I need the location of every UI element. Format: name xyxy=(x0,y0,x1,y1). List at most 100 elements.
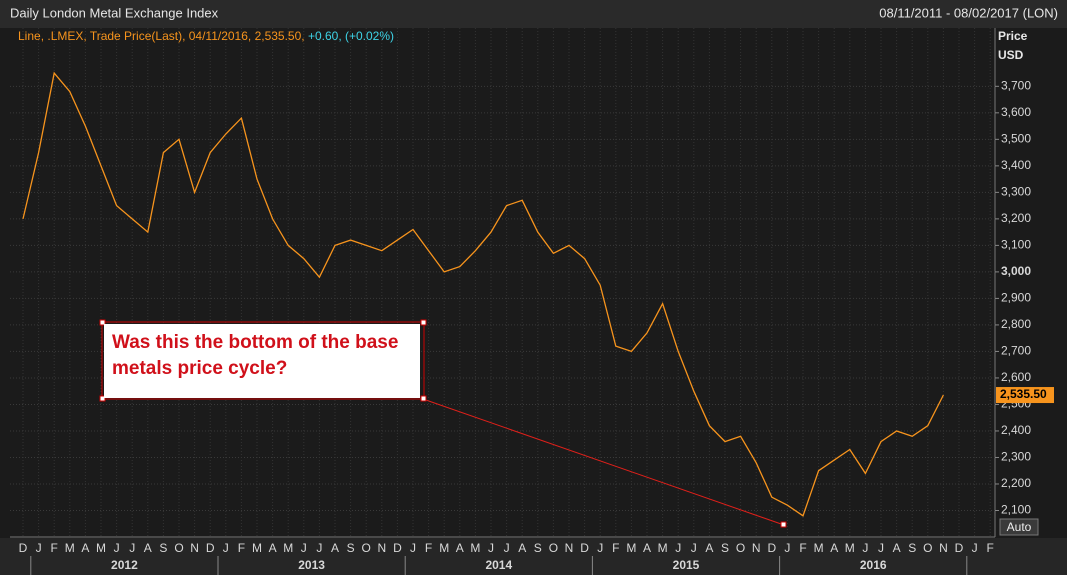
handle xyxy=(99,395,106,402)
x-tick-label: J xyxy=(691,541,697,555)
x-tick-label: J xyxy=(972,541,978,555)
year-label: 2015 xyxy=(673,558,700,572)
y-tick-label: 2,800 xyxy=(1001,317,1031,331)
x-tick-label: O xyxy=(362,541,371,555)
x-tick-label: O xyxy=(549,541,558,555)
last-price-label: 2,535.50 xyxy=(1000,387,1047,401)
x-tick-label: M xyxy=(845,541,855,555)
year-label: 2013 xyxy=(298,558,325,572)
x-tick-label: N xyxy=(565,541,574,555)
x-tick-label: M xyxy=(814,541,824,555)
y-tick-label: 3,100 xyxy=(1001,238,1031,252)
x-tick-label: D xyxy=(580,541,589,555)
x-tick-label: J xyxy=(36,541,42,555)
y-tick-label: 2,300 xyxy=(1001,450,1031,464)
x-tick-label: A xyxy=(830,541,838,555)
x-tick-label: J xyxy=(301,541,307,555)
x-tick-label: J xyxy=(878,541,884,555)
handle xyxy=(99,319,106,326)
x-tick-label: S xyxy=(347,541,355,555)
x-tick-label: A xyxy=(269,541,277,555)
x-tick-label: N xyxy=(190,541,199,555)
handle xyxy=(420,395,427,402)
auto-button[interactable] xyxy=(999,518,1039,536)
y-tick-label: 2,100 xyxy=(1001,503,1031,517)
y-tick-label: 3,400 xyxy=(1001,158,1031,172)
x-tick-label: A xyxy=(81,541,89,555)
y-tick-label: 3,200 xyxy=(1001,211,1031,225)
x-tick-label: J xyxy=(223,541,229,555)
x-tick-label: M xyxy=(470,541,480,555)
y-tick-label: 2,600 xyxy=(1001,370,1031,384)
handle xyxy=(780,521,787,528)
x-tick-label: M xyxy=(626,541,636,555)
x-tick-label: S xyxy=(908,541,916,555)
x-tick-label: M xyxy=(439,541,449,555)
x-tick-label: F xyxy=(51,541,58,555)
x-tick-label: N xyxy=(939,541,948,555)
x-tick-label: S xyxy=(534,541,542,555)
x-tick-label: A xyxy=(518,541,526,555)
x-tick-label: J xyxy=(114,541,120,555)
annotation: Was this the bottom of the base metals p… xyxy=(104,324,420,398)
x-tick-label: J xyxy=(675,541,681,555)
legend-change: +0.60, (+0.02%) xyxy=(308,29,394,43)
y-tick-label: 3,300 xyxy=(1001,185,1031,199)
x-tick-label: N xyxy=(377,541,386,555)
x-tick-label: M xyxy=(283,541,293,555)
y-tick-label: 2,900 xyxy=(1001,291,1031,305)
y-tick-label: 3,600 xyxy=(1001,105,1031,119)
x-tick-label: F xyxy=(612,541,619,555)
year-label: 2012 xyxy=(111,558,138,572)
x-tick-label: S xyxy=(721,541,729,555)
annotation-frame xyxy=(101,321,425,400)
x-tick-label: M xyxy=(252,541,262,555)
x-tick-label: O xyxy=(174,541,183,555)
x-tick-label: D xyxy=(767,541,776,555)
chart-title: Daily London Metal Exchange Index xyxy=(10,5,219,20)
x-tick-label: J xyxy=(597,541,603,555)
handle xyxy=(420,319,427,326)
x-tick-label: M xyxy=(96,541,106,555)
price-line xyxy=(22,71,944,517)
x-tick-label: A xyxy=(144,541,152,555)
x-tick-label: F xyxy=(987,541,994,555)
y-tick-label: 2,400 xyxy=(1001,423,1031,437)
x-tick-label: A xyxy=(456,541,464,555)
x-tick-label: A xyxy=(705,541,713,555)
x-tick-label: D xyxy=(955,541,964,555)
legend-series: Line, .LMEX, Trade Price(Last), 04/11/20… xyxy=(18,29,305,43)
x-tick-label: J xyxy=(488,541,494,555)
x-tick-label: S xyxy=(159,541,167,555)
x-tick-label: M xyxy=(65,541,75,555)
y-tick-label: 3,000 xyxy=(1001,264,1031,278)
date-range: 08/11/2011 - 08/02/2017 (LON) xyxy=(879,5,1058,20)
header-bar xyxy=(0,0,1067,28)
x-tick-label: O xyxy=(923,541,932,555)
year-label: 2014 xyxy=(485,558,512,572)
x-tick-label: J xyxy=(316,541,322,555)
x-tick-label: A xyxy=(893,541,901,555)
x-tick-label: F xyxy=(425,541,432,555)
year-label: 2016 xyxy=(860,558,887,572)
x-tick-label: O xyxy=(736,541,745,555)
x-axis-band xyxy=(0,538,1067,575)
x-tick-label: J xyxy=(784,541,790,555)
x-tick-label: D xyxy=(19,541,28,555)
x-tick-label: J xyxy=(504,541,510,555)
y-tick-label: 3,500 xyxy=(1001,132,1031,146)
legend: Line, .LMEX, Trade Price(Last), 04/11/20… xyxy=(18,29,394,43)
x-tick-label: J xyxy=(129,541,135,555)
auto-button-label[interactable]: Auto xyxy=(1007,520,1032,534)
y-axis-label: Price USD xyxy=(998,29,1028,62)
annotation-arrow xyxy=(422,398,785,526)
y-tick-label: 2,700 xyxy=(1001,344,1031,358)
x-tick-label: A xyxy=(331,541,339,555)
x-tick-label: F xyxy=(238,541,245,555)
x-tick-label: M xyxy=(658,541,668,555)
x-tick-label: D xyxy=(393,541,402,555)
x-tick-label: N xyxy=(752,541,761,555)
x-tick-label: F xyxy=(799,541,806,555)
